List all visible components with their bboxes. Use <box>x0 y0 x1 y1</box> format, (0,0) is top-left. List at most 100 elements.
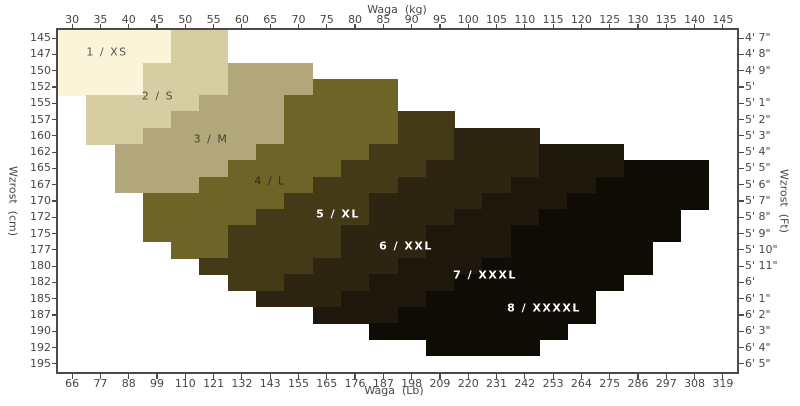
tick-label-right: 5' 11" <box>745 259 778 273</box>
size-region-xxl <box>369 192 483 210</box>
tick-mark <box>51 167 56 170</box>
size-region-m <box>114 144 257 161</box>
size-region-l <box>227 160 342 178</box>
tick-mark <box>213 374 215 379</box>
tick-label-left: 152 <box>30 80 51 93</box>
size-region-xxxl <box>369 274 455 292</box>
tick-mark <box>495 374 498 379</box>
tick-mark <box>382 374 384 379</box>
tick-mark <box>51 249 56 251</box>
tick-mark <box>51 151 56 153</box>
tick-label-top: 65 <box>263 13 278 26</box>
size-region-s <box>171 46 229 64</box>
tick-mark <box>51 118 56 121</box>
tick-mark <box>51 298 56 300</box>
size-region-l <box>199 176 314 194</box>
size-region-xxl <box>369 209 455 227</box>
tick-label-left: 155 <box>30 96 51 110</box>
size-region-xl <box>199 258 314 275</box>
tick-mark <box>739 53 744 56</box>
tick-mark <box>354 23 356 28</box>
tick-label-right: 5' 10" <box>745 242 778 256</box>
tick-label-right: 6' <box>745 275 756 289</box>
tick-mark <box>382 23 384 28</box>
size-label-xxl: 6 / XXL <box>379 239 433 253</box>
tick-mark <box>297 23 300 28</box>
size-region-l <box>284 127 399 145</box>
tick-mark <box>739 363 744 365</box>
tick-mark <box>156 23 158 28</box>
size-region-xs <box>58 78 144 96</box>
tick-label-left: 150 <box>30 63 51 77</box>
tick-label-bottom: 275 <box>599 377 621 390</box>
tick-mark <box>739 200 744 202</box>
tick-label-left: 170 <box>30 194 51 207</box>
tick-label-left: 180 <box>30 259 51 273</box>
tick-label-bottom: 286 <box>627 377 649 390</box>
size-region-s <box>171 30 229 47</box>
size-region-xxxxl <box>538 209 681 227</box>
size-label-xl: 5 / XL <box>316 207 360 221</box>
tick-mark <box>722 374 724 379</box>
tick-label-right: 5' 7" <box>745 194 771 207</box>
tick-mark <box>739 265 744 267</box>
tick-mark <box>326 23 328 28</box>
tick-mark <box>411 374 413 379</box>
tick-label-right: 6' 4" <box>745 340 771 354</box>
tick-label-top: 90 <box>404 13 419 26</box>
tick-label-top: 125 <box>599 13 621 26</box>
tick-label-bottom: 264 <box>570 377 592 390</box>
tick-label-top: 70 <box>291 13 306 26</box>
tick-label-bottom: 165 <box>316 377 338 390</box>
tick-mark <box>99 374 102 379</box>
tick-mark <box>739 118 744 121</box>
size-region-xxxl <box>510 176 597 194</box>
tick-mark <box>609 23 611 28</box>
tick-label-left: 190 <box>30 324 51 338</box>
size-region-s <box>86 127 144 145</box>
tick-mark <box>51 216 56 218</box>
tick-mark <box>524 374 526 379</box>
tick-label-top: 80 <box>348 13 363 26</box>
size-region-m <box>227 78 314 96</box>
size-region-xxl <box>425 160 540 178</box>
tick-label-bottom: 297 <box>655 377 677 390</box>
tick-mark <box>51 281 56 284</box>
tick-label-bottom: 121 <box>203 377 225 390</box>
tick-label-right: 6' 5" <box>745 356 771 370</box>
tick-label-bottom: 155 <box>287 377 309 390</box>
tick-label-right: 5' 4" <box>745 145 771 159</box>
size-region-xxxxl <box>369 323 568 341</box>
size-region-xl <box>369 144 455 161</box>
tick-mark <box>739 330 744 332</box>
tick-mark <box>51 363 56 365</box>
tick-label-top: 120 <box>570 13 592 26</box>
size-region-xl <box>397 127 455 145</box>
tick-mark <box>739 86 744 88</box>
tick-label-right: 5' 8" <box>745 210 771 224</box>
size-label-m: 3 / M <box>193 132 229 146</box>
size-region-xl <box>256 209 370 227</box>
size-region-xxl <box>340 225 427 243</box>
tick-label-right: 5' <box>745 80 756 93</box>
tick-mark <box>495 23 498 28</box>
tick-mark <box>467 374 469 379</box>
tick-label-bottom: 220 <box>457 377 479 390</box>
tick-label-right: 6' 2" <box>745 308 771 321</box>
tick-mark <box>722 23 724 28</box>
size-region-xxl <box>340 241 427 259</box>
size-region-s <box>142 62 229 80</box>
tick-mark <box>637 374 639 379</box>
tick-mark <box>580 23 582 28</box>
tick-mark <box>411 23 413 28</box>
size-region-xxxxl <box>425 339 540 357</box>
bottom-axis-title: Waga (Lb) <box>364 384 424 397</box>
tick-label-bottom: 209 <box>429 377 451 390</box>
size-region-l <box>312 78 399 96</box>
tick-label-left: 162 <box>30 145 51 159</box>
top-axis-title: Waga (kg) <box>367 3 427 16</box>
size-region-xs <box>58 62 144 80</box>
size-label-l: 4 / L <box>254 174 286 188</box>
tick-mark <box>269 23 271 28</box>
tick-mark <box>99 23 102 28</box>
